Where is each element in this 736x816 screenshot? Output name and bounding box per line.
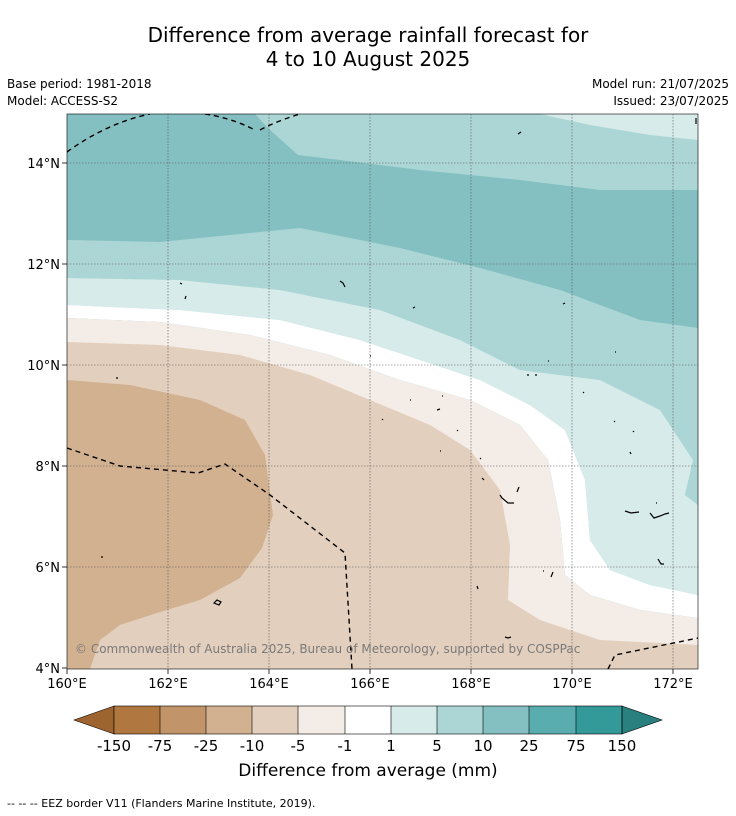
colorbar-swatch: [345, 706, 391, 734]
island: [212, 599, 222, 606]
eez-border-north-west: [67, 114, 151, 153]
title-line-2: 4 to 10 August 2025: [265, 47, 471, 71]
graticule: [66, 114, 698, 669]
island: [101, 556, 664, 639]
colorbar-extend-high: [621, 705, 663, 735]
colorbar-swatch: [437, 706, 483, 734]
lat-label: 10°N: [27, 359, 60, 374]
colorbar-tick-label: 10: [473, 737, 492, 755]
lat-label: 12°N: [27, 258, 60, 273]
lon-label: 166°E: [350, 677, 390, 692]
issued-date: Issued: 23/07/2025: [613, 94, 729, 108]
colorbar-swatch: [252, 706, 298, 734]
colorbar-outline: [113, 705, 623, 735]
colorbar-swatch: [391, 706, 437, 734]
lon-label: 160°E: [47, 677, 87, 692]
colorbar-swatch: [206, 706, 252, 734]
colorbar-swatch: [114, 706, 160, 734]
band-5-10-mm: [67, 228, 698, 505]
colorbar-extend-low: [73, 705, 115, 735]
colorbar-tick-label: -1: [338, 737, 353, 755]
colorbar-tick-label: -75: [148, 737, 173, 755]
colorbar-tick-label: 75: [566, 737, 585, 755]
band-neutral: [67, 305, 698, 618]
colorbar-tick-label: -10: [240, 737, 265, 755]
lon-label: 168°E: [451, 677, 491, 692]
islands: [101, 118, 697, 639]
colorbar-swatch: [160, 706, 206, 734]
colorbar-title: Difference from average (mm): [238, 761, 498, 781]
model-run: Model run: 21/07/2025: [591, 77, 729, 91]
colorbar-tick-label: 25: [519, 737, 538, 755]
colorbar-tick-label: -25: [194, 737, 219, 755]
colorbar-swatch: [529, 706, 576, 734]
band-minus-10-25-mm: [67, 380, 273, 669]
island: [624, 502, 670, 519]
eez-border-north: [204, 114, 301, 131]
eez-footnote: -- -- -- EEZ border V11 (Flanders Marine…: [7, 797, 316, 810]
model-name: Model: ACCESS-S2: [7, 94, 119, 108]
island: [517, 131, 522, 135]
colorbar-swatch: [576, 706, 622, 734]
colorbar-swatch: [483, 706, 529, 734]
island: [479, 457, 520, 504]
lon-label: 170°E: [552, 677, 592, 692]
lon-label: 164°E: [249, 677, 289, 692]
island: [370, 351, 616, 394]
contour-fills: [67, 114, 698, 669]
axis-ticks: [62, 162, 674, 674]
colorbar-tick-label: 1: [386, 737, 396, 755]
eez-borders: [67, 114, 698, 669]
band-1-5-mm-northeast: [540, 114, 698, 140]
lat-label: 14°N: [27, 157, 60, 172]
colorbar: -150 -75 -25 -10 -5 -1 1 5 10 25 75 150: [73, 705, 663, 755]
band-5-10-mm-north: [255, 114, 698, 190]
lon-label: 162°E: [148, 677, 188, 692]
colorbar-tick-label: -150: [97, 737, 131, 755]
colorbar-swatch: [298, 706, 345, 734]
island: [116, 377, 635, 455]
lat-label: 4°N: [36, 662, 61, 677]
colorbar-tick-label: -5: [291, 737, 306, 755]
title-line-1: Difference from average rainfall forecas…: [147, 23, 589, 47]
lon-label: 172°E: [653, 677, 693, 692]
eez-border-southeast: [607, 637, 698, 669]
island: [179, 280, 566, 309]
colorbar-tick-label: 150: [608, 737, 637, 755]
eez-border-south: [67, 447, 353, 669]
lat-label: 8°N: [36, 460, 61, 475]
lat-label: 6°N: [36, 561, 61, 576]
base-period: Base period: 1981-2018: [7, 77, 152, 91]
copyright-notice: © Commonwealth of Australia 2025, Bureau…: [75, 642, 580, 656]
colorbar-tick-label: 5: [432, 737, 442, 755]
